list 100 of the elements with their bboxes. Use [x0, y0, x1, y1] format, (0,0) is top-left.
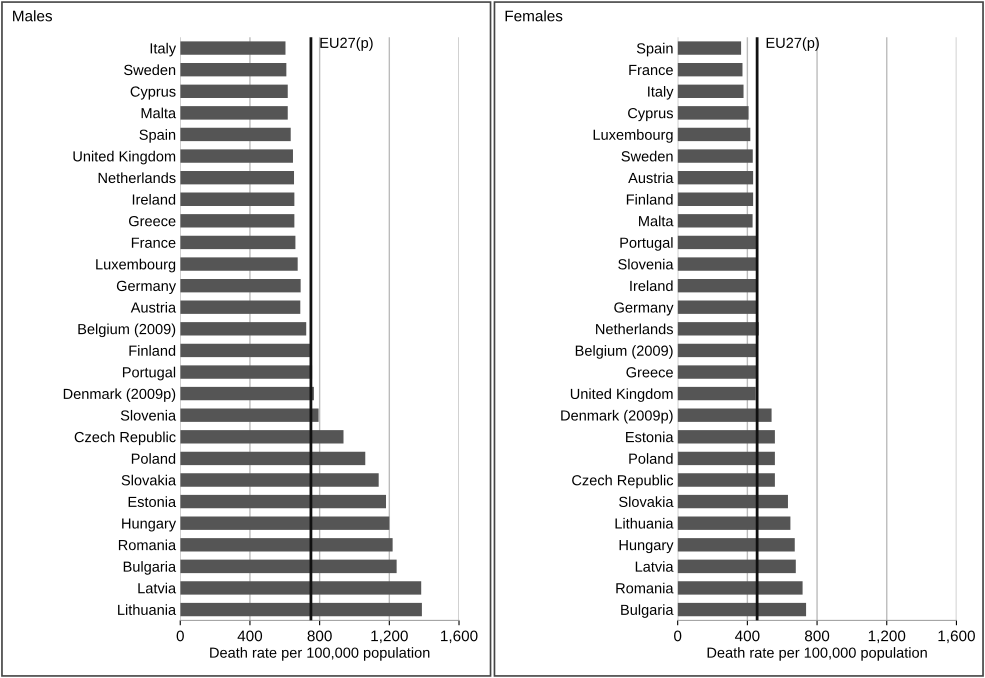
- bar: [678, 538, 795, 552]
- y-tick-label: Denmark (2009p): [561, 410, 673, 424]
- y-tick-label: Belgium (2009): [78, 324, 176, 338]
- bar: [678, 170, 754, 184]
- bar: [678, 257, 758, 271]
- bar: [180, 538, 393, 552]
- y-tick-label: Hungary: [122, 518, 176, 532]
- y-tick-label: Czech Republic: [74, 432, 176, 446]
- y-tick-label: Romania: [118, 540, 176, 550]
- y-tick-label: Slovakia: [619, 496, 674, 508]
- bar: [678, 300, 758, 314]
- y-tick-label: Estonia: [626, 432, 674, 442]
- bar: [678, 149, 753, 163]
- ref-line-label: EU27(p): [320, 37, 373, 51]
- ref-line-label: EU27(p): [766, 37, 819, 51]
- y-tick-label: Denmark (2009p): [64, 388, 176, 402]
- bar: [180, 278, 301, 292]
- y-tick-label: Latvia: [138, 582, 176, 594]
- bar: [180, 560, 397, 574]
- bar: [180, 322, 306, 336]
- y-tick-label: Ireland: [630, 280, 673, 292]
- bar: [678, 84, 744, 98]
- text: Males: [13, 10, 52, 22]
- y-tick-label: Austria: [130, 302, 176, 313]
- y-tick-label: Portugal: [620, 237, 673, 251]
- y-tick-label: Belgium (2009): [576, 345, 673, 359]
- bar: [180, 300, 300, 314]
- y-tick-label: Latvia: [636, 561, 674, 572]
- y-tick-label: Ireland: [132, 194, 176, 205]
- y-tick-label: Netherlands: [596, 324, 673, 334]
- y-tick-label: Romania: [616, 582, 674, 594]
- y-tick-label: Sweden: [124, 64, 176, 76]
- y-tick-label: Italy: [150, 42, 176, 56]
- bar: [678, 602, 806, 616]
- bar: [180, 214, 294, 228]
- bar: [678, 452, 775, 466]
- bar: [678, 214, 753, 228]
- bar: [678, 430, 775, 444]
- y-tick-label: Finland: [626, 194, 673, 205]
- bar: [678, 560, 796, 574]
- y-tick-label: Greece: [129, 216, 176, 226]
- bar: [678, 494, 788, 508]
- y-tick-label: Malta: [142, 108, 176, 118]
- x-tick-label: 0: [674, 630, 682, 642]
- bar: [678, 408, 772, 422]
- y-tick-label: Austria: [628, 172, 674, 184]
- text: Females: [506, 10, 562, 22]
- y-tick-label: Spain: [139, 129, 176, 143]
- bar: [678, 473, 775, 487]
- y-tick-label: Luxembourg: [96, 258, 176, 272]
- bar: [180, 473, 379, 487]
- bar: [678, 41, 742, 55]
- bar: [180, 430, 344, 444]
- bar: [180, 257, 298, 271]
- bar: [678, 581, 803, 595]
- x-tick-label: 1,600: [441, 630, 478, 644]
- bar: [180, 84, 288, 98]
- y-tick-label: Slovakia: [122, 474, 176, 486]
- y-tick-label: Estonia: [128, 496, 176, 508]
- bar: [678, 322, 759, 336]
- x-axis-title: Death rate per 100,000 population: [708, 647, 927, 661]
- y-tick-label: Spain: [636, 42, 673, 56]
- bar: [180, 408, 319, 422]
- x-tick-label: 1,200: [371, 630, 408, 644]
- bar: [678, 128, 750, 142]
- y-tick-label: Netherlands: [98, 172, 176, 184]
- bar: [180, 128, 291, 142]
- y-tick-label: Lithuania: [616, 518, 674, 529]
- y-tick-label: France: [629, 64, 673, 76]
- x-tick-label: 400: [734, 630, 760, 642]
- y-tick-label: France: [132, 238, 176, 248]
- bar: [678, 62, 742, 76]
- y-tick-label: Malta: [639, 216, 674, 226]
- y-tick-label: Slovenia: [120, 410, 176, 421]
- y-tick-label: Hungary: [620, 540, 674, 554]
- y-tick-label: Italy: [648, 86, 674, 100]
- bar: [180, 149, 293, 163]
- bar: [180, 106, 288, 120]
- y-tick-label: Czech Republic: [572, 474, 674, 488]
- y-tick-label: Finland: [129, 345, 176, 356]
- bar: [180, 581, 422, 595]
- x-tick-label: 400: [238, 630, 262, 642]
- bar: [678, 236, 756, 250]
- bar: [678, 106, 749, 120]
- bar: [678, 516, 790, 530]
- bar: [180, 41, 286, 55]
- x-tick-label: 1,200: [868, 630, 906, 644]
- bar: [180, 365, 312, 379]
- y-tick-label: Germany: [116, 280, 176, 294]
- bar: [180, 494, 386, 508]
- bar: [180, 62, 286, 76]
- bar: [678, 386, 756, 400]
- x-tick-label: 800: [308, 630, 332, 642]
- bar: [678, 344, 756, 358]
- bar: [180, 452, 366, 466]
- y-tick-label: Poland: [132, 453, 176, 464]
- bar: [180, 344, 310, 358]
- x-axis-title: Death rate per 100,000 population: [210, 647, 430, 661]
- y-tick-label: United Kingdom: [570, 388, 673, 402]
- bar: [180, 192, 294, 206]
